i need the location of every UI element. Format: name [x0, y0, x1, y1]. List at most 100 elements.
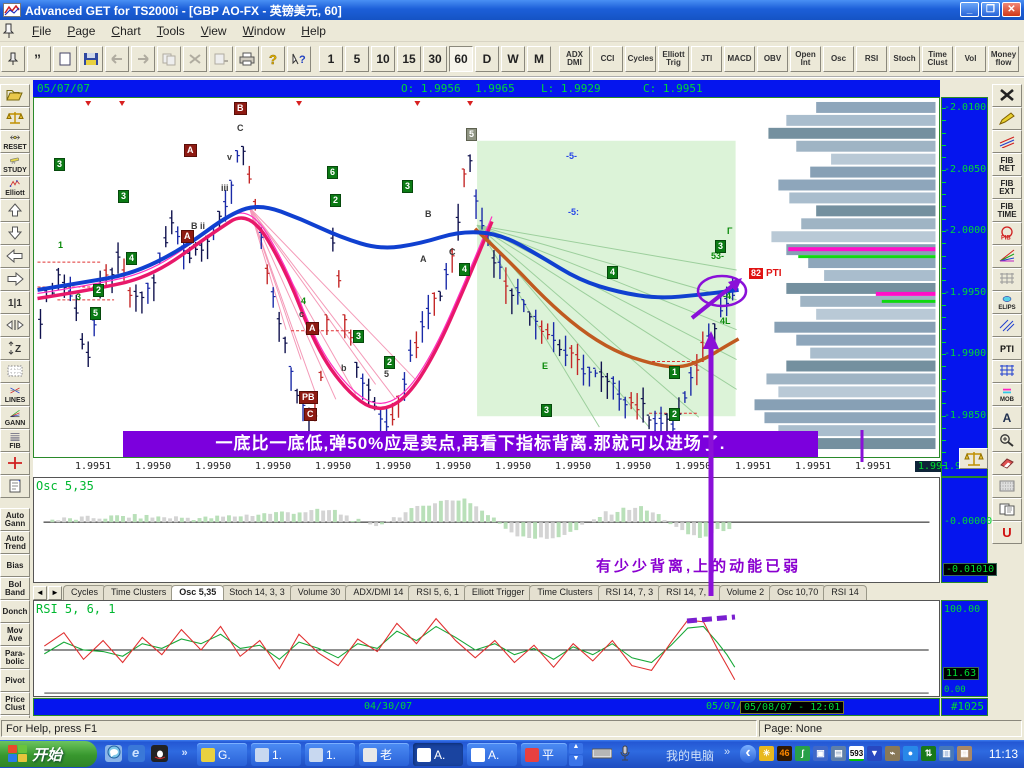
- price-axis[interactable]: -2.0100 -2.0050 -2.0000 -1.9950 -1.9900 -1.98…: [941, 97, 988, 477]
- reset-button[interactable]: RESET: [0, 130, 30, 153]
- tab-rsi-14-7-3[interactable]: RSI 14, 7, 3: [597, 585, 662, 600]
- tab-stoch-14-3-3[interactable]: Stoch 14, 3, 3: [221, 585, 293, 600]
- trendlines-button[interactable]: [992, 130, 1022, 153]
- timeframe-D[interactable]: D: [475, 46, 499, 72]
- grid-button[interactable]: [992, 268, 1022, 291]
- price-chart[interactable]: [33, 97, 940, 458]
- tab-rsi-14[interactable]: RSI 14: [823, 585, 867, 600]
- tray-network-icon[interactable]: ▣: [813, 746, 828, 761]
- tab-elliott-trigger[interactable]: Elliott Trigger: [463, 585, 533, 600]
- task-window-7[interactable]: 平: [521, 743, 567, 766]
- fan-button[interactable]: [992, 245, 1022, 268]
- indicator-jti[interactable]: JTI: [691, 46, 722, 72]
- print-button[interactable]: [235, 46, 259, 72]
- tool-autogann[interactable]: Auto Gann: [0, 508, 30, 531]
- tray-star-icon[interactable]: ✳: [759, 746, 774, 761]
- ellipse-button[interactable]: ELIPS: [992, 291, 1022, 314]
- back-button[interactable]: [105, 46, 129, 72]
- fib-ext-button[interactable]: FIB EXT: [992, 176, 1022, 199]
- compress-bars-button[interactable]: [0, 314, 30, 337]
- indicator-macd[interactable]: MACD: [724, 46, 755, 72]
- tabs-scroll-right[interactable]: ►: [48, 586, 62, 600]
- tool-bolband[interactable]: Bol Band: [0, 577, 30, 600]
- menu-tools[interactable]: Tools: [156, 23, 185, 38]
- tray-scanner-icon[interactable]: ⌁: [885, 746, 900, 761]
- magnet-u-button[interactable]: U: [992, 521, 1022, 544]
- close-button[interactable]: ✕: [1002, 2, 1021, 17]
- microphone-icon[interactable]: [619, 745, 631, 767]
- indicator-open-int[interactable]: Open Int: [790, 46, 821, 72]
- tab-volume-30[interactable]: Volume 30: [289, 585, 349, 600]
- crosshair-button[interactable]: [0, 452, 30, 475]
- task-window-3[interactable]: 1.: [305, 743, 355, 766]
- oscillator-panel[interactable]: [33, 477, 940, 583]
- timeframe-30[interactable]: 30: [423, 46, 447, 72]
- elliott-button[interactable]: Elliott: [0, 176, 30, 199]
- tray-antivirus-icon[interactable]: ▼: [867, 746, 882, 761]
- task-window-1[interactable]: G.: [197, 743, 247, 766]
- pin-button[interactable]: [1, 46, 25, 72]
- fib-time-button[interactable]: FIB TIME: [992, 199, 1022, 222]
- quotes-button[interactable]: ”: [27, 46, 51, 72]
- tab-rsi-5-6-1[interactable]: RSI 5, 6, 1: [408, 585, 467, 600]
- grid-blue-button[interactable]: [992, 360, 1022, 383]
- arrow-up-button[interactable]: [0, 199, 30, 222]
- timeframe-15[interactable]: 15: [397, 46, 421, 72]
- delete-button[interactable]: [183, 46, 207, 72]
- a-button[interactable]: A: [992, 406, 1022, 429]
- keyboard-icon[interactable]: [591, 746, 613, 765]
- menu-page[interactable]: Page: [67, 23, 96, 38]
- tool-priceclust[interactable]: Price Clust: [0, 692, 30, 715]
- pti-button[interactable]: PTI: [992, 337, 1022, 360]
- tab-cycles[interactable]: Cycles: [63, 585, 107, 600]
- tab-adx-dmi-14[interactable]: ADX/DMI 14: [345, 585, 412, 600]
- indicator-vol[interactable]: Vol: [955, 46, 986, 72]
- help-button[interactable]: ?: [261, 46, 285, 72]
- fib-button[interactable]: FIB: [0, 429, 30, 452]
- forward-button[interactable]: [131, 46, 155, 72]
- grid-dots-button[interactable]: [0, 360, 30, 383]
- gann-button[interactable]: GANN: [0, 406, 30, 429]
- expand-bars-button[interactable]: 1|1: [0, 291, 30, 314]
- scroll-down-icon[interactable]: ▼: [569, 755, 583, 766]
- my-computer-label[interactable]: 我的电脑: [666, 749, 715, 763]
- messenger-icon[interactable]: [105, 745, 122, 762]
- tab-time-clusters[interactable]: Time Clusters: [529, 585, 601, 600]
- qq-icon[interactable]: [151, 745, 168, 762]
- task-window-2[interactable]: 1.: [251, 743, 301, 766]
- pages-button[interactable]: [992, 498, 1022, 521]
- dither-button[interactable]: [992, 475, 1022, 498]
- task-window-4[interactable]: 老: [359, 743, 409, 766]
- tool-pivot[interactable]: Pivot: [0, 669, 30, 692]
- arrow-down-button[interactable]: [0, 222, 30, 245]
- eraser-button[interactable]: [992, 452, 1022, 475]
- menu-chart[interactable]: Chart: [111, 23, 141, 38]
- restore-button[interactable]: ❐: [981, 2, 1000, 17]
- arrow-right-button[interactable]: [0, 268, 30, 291]
- indicator-elliott-trig[interactable]: Elliott Trig: [658, 46, 689, 72]
- indicator-adx-dmi[interactable]: ADX DMI: [559, 46, 590, 72]
- task-window-6[interactable]: A.: [467, 743, 517, 766]
- minimize-button[interactable]: _: [960, 2, 979, 17]
- indicator-stoch[interactable]: Stoch: [889, 46, 920, 72]
- tool-movave[interactable]: Mov Ave: [0, 623, 30, 646]
- tray-dragon-icon[interactable]: ʃ: [795, 746, 810, 761]
- indicator-cci[interactable]: CCI: [592, 46, 623, 72]
- tab-rsi-14-7-3[interactable]: RSI 14, 7, 3: [658, 585, 722, 600]
- my-computer-chevron[interactable]: »: [724, 746, 731, 758]
- save-button[interactable]: [79, 46, 103, 72]
- timeframe-5[interactable]: 5: [345, 46, 369, 72]
- menu-view[interactable]: View: [200, 23, 227, 38]
- fib-ret-button[interactable]: FIB RET: [992, 153, 1022, 176]
- paste-button[interactable]: [209, 46, 233, 72]
- taskbar-scroll[interactable]: ▲ ▼: [569, 743, 583, 766]
- scales-button[interactable]: [0, 107, 30, 130]
- context-help-button[interactable]: ?: [287, 46, 311, 72]
- indicator-rsi[interactable]: RSI: [856, 46, 887, 72]
- tool-autotrend[interactable]: Auto Trend: [0, 531, 30, 554]
- menu-file[interactable]: File: [32, 23, 52, 38]
- tab-osc-10-70[interactable]: Osc 10,70: [769, 585, 827, 600]
- tray-num46-icon[interactable]: 46: [777, 746, 792, 761]
- tool-bias[interactable]: Bias: [0, 554, 30, 577]
- tray-calendar-icon[interactable]: ▦: [957, 746, 972, 761]
